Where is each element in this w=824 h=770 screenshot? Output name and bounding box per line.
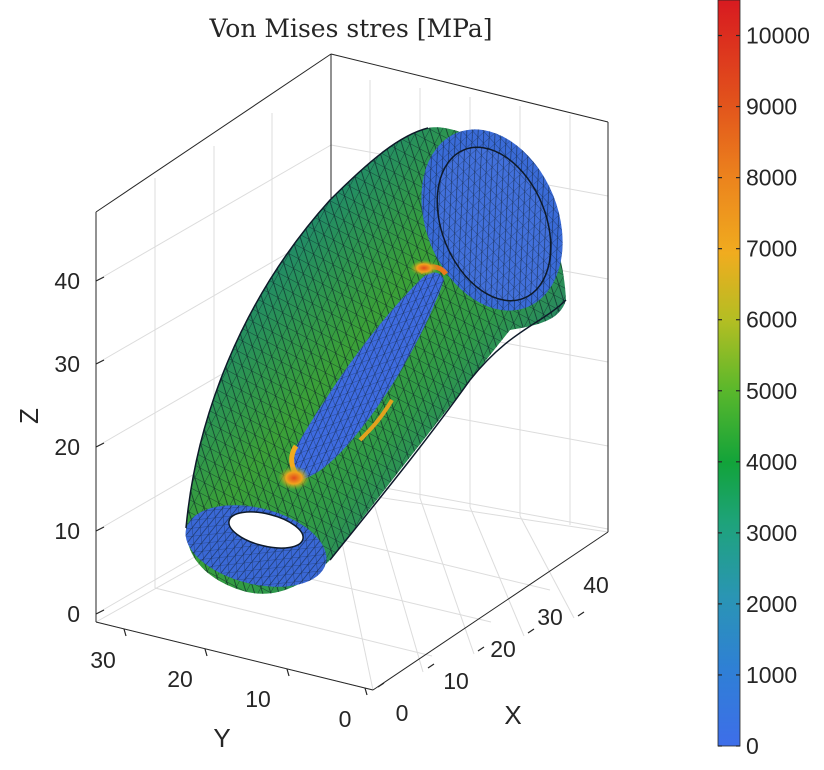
colorbar: 0 1000 2000 3000 4000 5000 6000 7000 8000 9000 100… (717, 0, 810, 759)
z-tick-0: 0 (67, 601, 105, 627)
x-tick-20: 20 (477, 636, 516, 662)
x-axis-label: X (504, 700, 521, 730)
y-axis: 30 20 10 0 Y (90, 628, 368, 753)
colorbar-gradient (717, 0, 741, 747)
x-tick-0: 0 (377, 682, 409, 726)
colorbar-tick-label: 10000 (746, 23, 810, 49)
svg-text:0: 0 (67, 601, 80, 627)
colorbar-tick-label: 6000 (746, 307, 797, 333)
colorbar-tick-label: 9000 (746, 94, 797, 120)
y-tick-0: 0 (339, 687, 368, 732)
svg-text:20: 20 (490, 636, 516, 662)
svg-text:10: 10 (54, 518, 80, 544)
x-tick-40: 40 (577, 572, 609, 617)
colorbar-tick-label: 3000 (746, 520, 797, 546)
colorbar-tick-label: 5000 (746, 378, 797, 404)
y-tick-30: 30 (90, 628, 127, 673)
svg-text:30: 30 (90, 647, 116, 673)
x-tick-10: 10 (427, 663, 469, 694)
svg-text:0: 0 (339, 706, 352, 732)
colorbar-ticks: 0 1000 2000 3000 4000 5000 6000 7000 8000 9000 100… (718, 23, 810, 759)
colorbar-tick-label: 4000 (746, 449, 797, 475)
x-tick-30: 30 (527, 604, 563, 634)
svg-text:10: 10 (443, 668, 469, 694)
x-axis: 0 10 20 30 40 X (377, 572, 609, 730)
y-tick-20: 20 (167, 648, 208, 692)
y-tick-10: 10 (245, 668, 290, 712)
svg-text:30: 30 (537, 604, 563, 630)
z-tick-20: 20 (54, 434, 105, 460)
z-tick-30: 30 (54, 351, 105, 377)
z-tick-10: 10 (54, 518, 105, 544)
svg-text:40: 40 (54, 268, 80, 294)
svg-text:30: 30 (54, 351, 80, 377)
colorbar-tick-label: 0 (746, 733, 759, 759)
colorbar-tick-label: 8000 (746, 165, 797, 191)
z-tick-40: 40 (54, 268, 105, 294)
chart-title: Von Mises stres [MPa] (209, 14, 493, 43)
colorbar-tick-label: 2000 (746, 591, 797, 617)
svg-text:40: 40 (583, 572, 609, 598)
colorbar-tick-label: 7000 (746, 236, 797, 262)
z-axis-label: Z (14, 408, 44, 424)
svg-text:10: 10 (245, 686, 271, 712)
stress-surface (185, 127, 567, 594)
z-axis: 0 10 20 30 40 Z (14, 268, 105, 627)
colorbar-tick-label: 1000 (746, 662, 797, 688)
svg-text:0: 0 (396, 700, 409, 726)
svg-text:20: 20 (167, 666, 193, 692)
svg-text:20: 20 (54, 434, 80, 460)
y-axis-label: Y (213, 723, 230, 753)
